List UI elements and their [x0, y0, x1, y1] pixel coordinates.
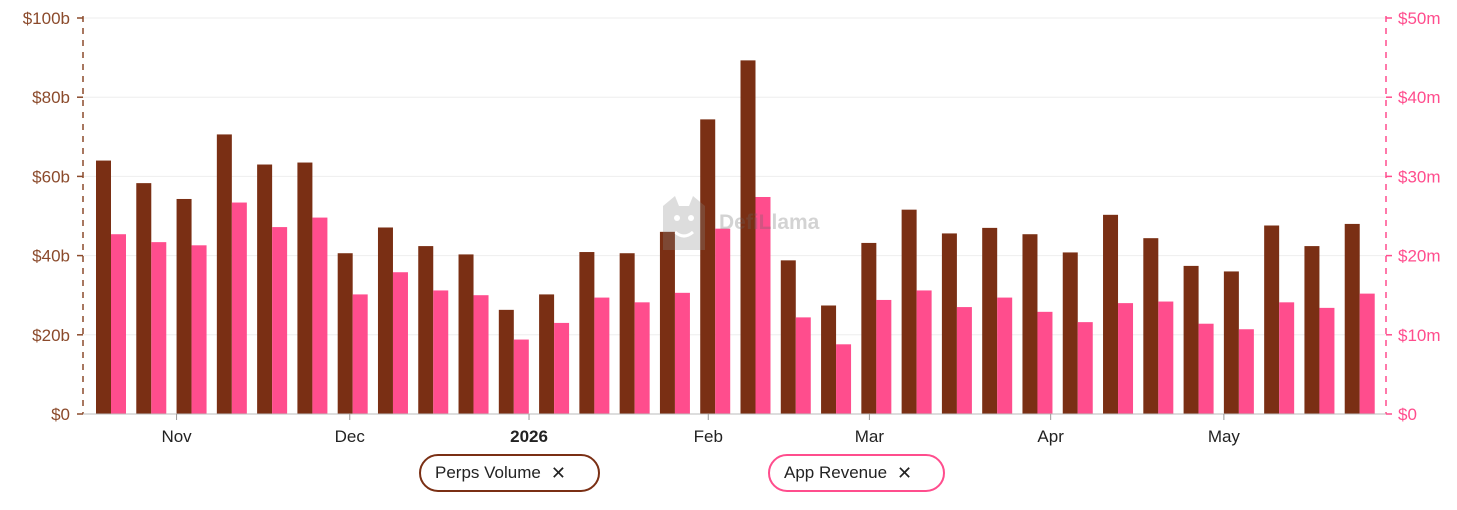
bar-perps-volume: [619, 253, 635, 414]
bar-perps-volume: [539, 294, 555, 414]
bar-app-revenue: [876, 299, 892, 414]
bar-perps-volume: [1183, 265, 1199, 414]
bar-perps-volume: [1103, 214, 1119, 414]
bar-perps-volume: [216, 134, 232, 414]
y-tick-label-left: $60b: [32, 167, 70, 186]
bar-perps-volume: [136, 183, 152, 414]
bar-perps-volume: [1223, 271, 1239, 414]
bar-perps-volume: [176, 198, 192, 414]
bar-app-revenue: [795, 317, 811, 414]
bar-app-revenue: [1118, 303, 1134, 414]
bar-perps-volume: [659, 231, 675, 414]
close-icon[interactable]: ✕: [550, 463, 566, 483]
bar-app-revenue: [1158, 301, 1174, 414]
bar-app-revenue: [1198, 323, 1214, 414]
legend: Perps Volume ✕ App Revenue ✕: [0, 454, 1457, 500]
x-tick-label: Feb: [694, 427, 723, 446]
bar-app-revenue: [594, 297, 610, 414]
bar-app-revenue: [392, 272, 408, 414]
bar-perps-volume: [740, 60, 756, 414]
bar-app-revenue: [674, 292, 690, 414]
bar-app-revenue: [312, 217, 328, 414]
bars-group: [96, 60, 1375, 414]
bar-perps-volume: [377, 227, 393, 414]
y-tick-label-right: $40m: [1398, 88, 1441, 107]
bar-app-revenue: [473, 295, 489, 414]
bar-perps-volume: [458, 254, 474, 414]
bar-perps-volume: [700, 119, 716, 414]
bar-perps-volume: [780, 260, 796, 414]
bar-perps-volume: [861, 242, 877, 414]
bar-perps-volume: [498, 309, 514, 414]
bar-app-revenue: [231, 202, 247, 414]
y-tick-label-right: $0: [1398, 405, 1417, 424]
legend-item-perps-volume[interactable]: Perps Volume ✕: [419, 454, 600, 492]
x-tick-label: Dec: [335, 427, 366, 446]
x-tick-label: May: [1208, 427, 1241, 446]
x-tick-label: Nov: [161, 427, 192, 446]
bar-app-revenue: [956, 307, 972, 414]
y-tick-label-left: $40b: [32, 247, 70, 266]
bar-app-revenue: [272, 227, 288, 414]
bar-app-revenue: [111, 234, 126, 414]
bar-app-revenue: [1238, 329, 1254, 414]
bar-perps-volume: [1143, 238, 1159, 414]
bar-perps-volume: [982, 227, 998, 414]
x-tick-label: Mar: [855, 427, 885, 446]
bar-perps-volume: [297, 162, 313, 414]
bar-app-revenue: [916, 290, 932, 414]
x-tick-label: 2026: [510, 427, 548, 446]
y-tick-label-left: $80b: [32, 88, 70, 107]
bar-perps-volume: [96, 160, 111, 414]
bar-chart: $0 $20b $40b $60b $80b $100b $0 $10m $20m $30m $40…: [23, 9, 1441, 446]
close-icon[interactable]: ✕: [897, 463, 913, 483]
bar-perps-volume: [1062, 252, 1078, 414]
bar-app-revenue: [1037, 311, 1053, 414]
bar-app-revenue: [554, 322, 570, 414]
legend-label: Perps Volume: [435, 463, 541, 482]
bar-app-revenue: [836, 344, 852, 414]
bar-perps-volume: [579, 252, 595, 414]
bar-app-revenue: [634, 302, 650, 414]
bar-perps-volume: [257, 164, 273, 414]
bar-app-revenue: [191, 245, 207, 414]
bar-perps-volume: [1344, 223, 1360, 414]
y-tick-label-left: $100b: [23, 9, 70, 28]
bar-app-revenue: [1359, 293, 1375, 414]
bar-app-revenue: [1319, 307, 1335, 414]
y-tick-label-right: $30m: [1398, 167, 1441, 186]
bar-perps-volume: [1022, 234, 1038, 414]
bar-app-revenue: [755, 196, 771, 414]
legend-label: App Revenue: [784, 463, 888, 482]
bar-app-revenue: [151, 242, 167, 414]
x-tick-label: Apr: [1037, 427, 1064, 446]
legend-item-app-revenue[interactable]: App Revenue ✕: [768, 454, 945, 492]
bar-app-revenue: [715, 228, 731, 414]
y-tick-label-right: $10m: [1398, 326, 1441, 345]
y-tick-label-left: $0: [51, 405, 70, 424]
bar-app-revenue: [1077, 322, 1093, 414]
bar-perps-volume: [337, 253, 353, 414]
bar-perps-volume: [1264, 225, 1280, 414]
y-tick-label-right: $50m: [1398, 9, 1441, 28]
bar-app-revenue: [997, 297, 1013, 414]
bar-app-revenue: [1279, 302, 1295, 414]
axes-group: $0 $20b $40b $60b $80b $100b $0 $10m $20m $30m $40…: [23, 9, 1441, 446]
bar-perps-volume: [821, 305, 837, 414]
bar-perps-volume: [941, 233, 957, 414]
bar-app-revenue: [513, 339, 529, 414]
bar-app-revenue: [352, 294, 368, 414]
bar-app-revenue: [433, 290, 449, 414]
bar-perps-volume: [418, 246, 434, 414]
bar-perps-volume: [1304, 246, 1320, 414]
y-tick-label-right: $20m: [1398, 247, 1441, 266]
bar-perps-volume: [901, 209, 917, 414]
y-tick-label-left: $20b: [32, 326, 70, 345]
